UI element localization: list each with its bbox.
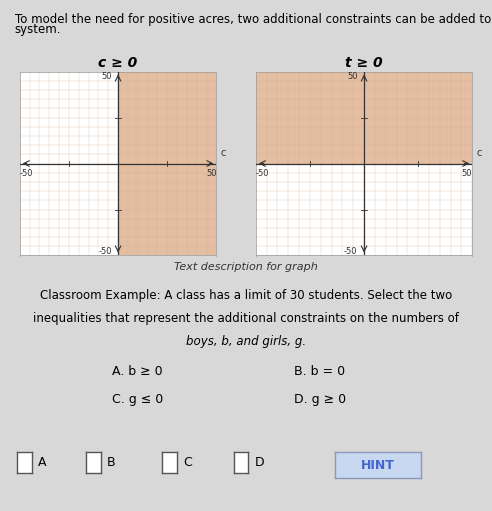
Text: -50: -50 <box>256 169 269 178</box>
Text: C: C <box>183 456 192 469</box>
Title: t ≥ 0: t ≥ 0 <box>345 56 383 71</box>
Text: c: c <box>477 148 482 158</box>
Text: HINT: HINT <box>361 458 395 472</box>
Text: -50: -50 <box>99 246 112 256</box>
Text: 50: 50 <box>462 169 472 178</box>
Text: B: B <box>107 456 116 469</box>
Text: 50: 50 <box>347 72 358 81</box>
Text: -50: -50 <box>20 169 33 178</box>
Title: c ≥ 0: c ≥ 0 <box>98 56 138 71</box>
Text: -50: -50 <box>344 246 358 256</box>
Text: system.: system. <box>15 23 62 36</box>
Text: boys, b, and girls, g.: boys, b, and girls, g. <box>186 335 306 347</box>
Text: C. g ≤ 0: C. g ≤ 0 <box>112 393 163 406</box>
Text: D: D <box>254 456 264 469</box>
Bar <box>118 72 216 256</box>
Text: inequalities that represent the additional constraints on the numbers of: inequalities that represent the addition… <box>33 312 459 324</box>
Text: To model the need for positive acres, two additional constraints can be added to: To model the need for positive acres, tw… <box>15 13 492 26</box>
Text: 50: 50 <box>102 72 112 81</box>
Text: A: A <box>38 456 46 469</box>
Text: Text description for graph: Text description for graph <box>174 262 318 272</box>
Text: B. b = 0: B. b = 0 <box>294 365 345 378</box>
Text: D. g ≥ 0: D. g ≥ 0 <box>294 393 346 406</box>
Text: A. b ≥ 0: A. b ≥ 0 <box>113 365 163 378</box>
Bar <box>256 72 472 164</box>
Text: Classroom Example: A class has a limit of 30 students. Select the two: Classroom Example: A class has a limit o… <box>40 289 452 301</box>
Text: 50: 50 <box>206 169 216 178</box>
Text: c: c <box>220 148 226 158</box>
